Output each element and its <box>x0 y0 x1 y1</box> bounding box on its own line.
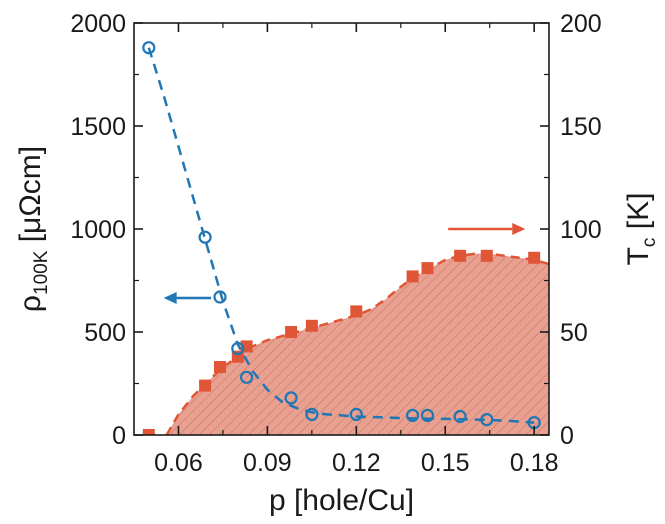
x-axis-title: p [hole/Cu] <box>269 484 414 517</box>
y-left-tick-label: 2000 <box>70 10 126 38</box>
x-tick-label: 0.06 <box>154 449 203 477</box>
y-left-tick-label: 1000 <box>70 216 126 244</box>
resistivity-point <box>231 341 245 356</box>
resistivity-point <box>420 408 435 422</box>
tc-point <box>350 305 363 318</box>
y-right-tick-label: 0 <box>560 422 574 450</box>
tc-point <box>480 249 493 262</box>
resistivity-point <box>240 370 254 384</box>
y-left-tick-label: 500 <box>84 319 126 347</box>
x-tick-label: 0.18 <box>510 449 559 477</box>
x-tick-label: 0.12 <box>332 449 381 477</box>
y-left-subscript: 100K <box>31 250 52 295</box>
y-right-unit: [K] <box>622 193 655 238</box>
tc-point <box>199 379 212 392</box>
tc-point <box>214 361 226 373</box>
y-right-subscript: c <box>639 238 660 248</box>
y-left-unit: [μΩcm] <box>14 146 47 251</box>
y-axis-right-title: Tc [K] <box>622 193 660 266</box>
y-left-tick-label: 0 <box>112 422 126 450</box>
tc-point <box>285 326 298 338</box>
resistivity-point <box>480 413 494 427</box>
resistivity-point <box>142 41 156 55</box>
y-right-tick-label: 150 <box>560 113 602 141</box>
tc-point <box>305 319 318 332</box>
resistivity-point <box>305 407 319 421</box>
y-right-symbol: T <box>622 247 655 265</box>
y-left-symbol: ρ <box>14 295 47 312</box>
resistivity-point <box>198 230 212 244</box>
y-left-tick-label: 1500 <box>70 113 126 141</box>
resistivity-point <box>284 391 298 405</box>
y-right-tick-label: 50 <box>560 319 588 347</box>
tc-point <box>528 251 541 264</box>
x-tick-label: 0.15 <box>421 449 470 477</box>
tc-point <box>142 429 155 435</box>
x-tick-label: 0.09 <box>243 449 292 477</box>
tc-point <box>421 262 434 275</box>
tc-point <box>454 249 467 262</box>
arrow-right-head <box>512 223 526 235</box>
resistivity-point <box>453 409 467 424</box>
resistivity-point <box>213 290 227 304</box>
y-axis-left-title: ρ100K [μΩcm] <box>14 146 52 312</box>
resistivity-fit-line <box>147 47 535 424</box>
tc-point <box>406 270 419 283</box>
plot-area <box>142 41 549 435</box>
tick-labels: 0.06 0.09 0.12 0.15 0.1805001000150020000501… <box>70 10 601 477</box>
arrow-left-head <box>163 292 177 305</box>
resistivity-point <box>406 408 420 422</box>
y-right-tick-label: 100 <box>560 216 602 244</box>
tc-dome-area <box>166 253 549 435</box>
y-right-tick-label: 200 <box>560 10 602 38</box>
resistivity-point <box>349 407 363 421</box>
axes-frame <box>133 22 550 436</box>
axis-arrows <box>163 223 526 305</box>
